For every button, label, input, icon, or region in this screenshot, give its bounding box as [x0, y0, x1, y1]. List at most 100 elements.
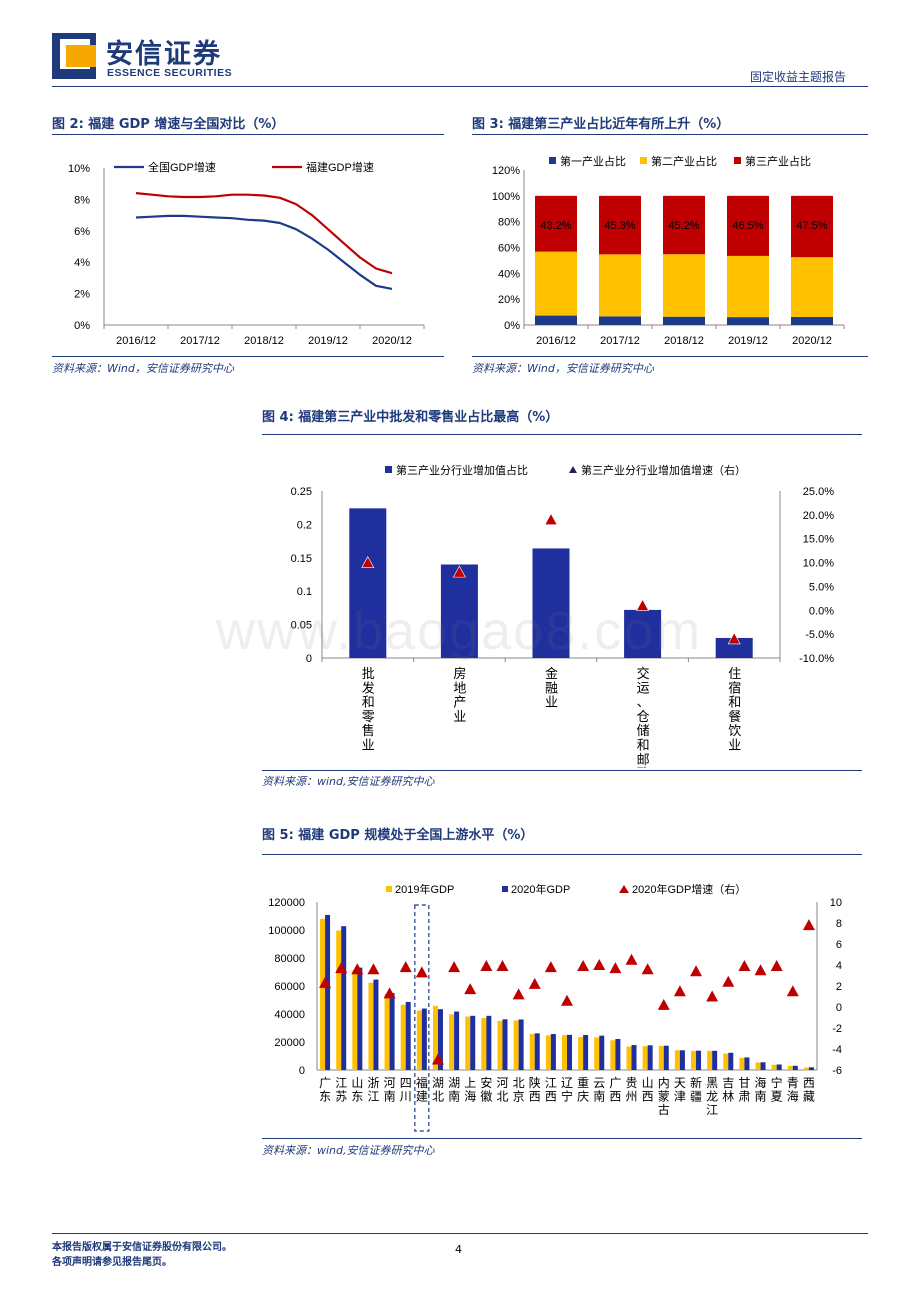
fig5-triangle-marker: [770, 960, 783, 972]
fig5-x-tick-label: 内蒙古: [658, 1076, 670, 1117]
fig2-series-line-2: [135, 192, 393, 275]
fig4-top-rule: [262, 434, 862, 435]
fig2-x-tick-label: 2020/12: [372, 335, 412, 347]
fig5-bar-2020: [437, 1009, 443, 1070]
fig5-triangle-marker: [625, 953, 638, 965]
fig5-y-tick: 100000: [268, 925, 305, 937]
fig5-bar-2019: [336, 930, 342, 1070]
fig5-bar-2020: [454, 1011, 460, 1070]
fig5-x-tick-label: 甘肃: [738, 1076, 750, 1104]
fig4-x-tick-label: 批发和零售业: [362, 666, 375, 753]
fig5-triangle-marker: [754, 964, 767, 976]
fig4-bar: [624, 609, 662, 658]
fig5-x-tick-label: 辽宁: [561, 1076, 573, 1104]
fig5-triangle-marker: [641, 963, 654, 975]
fig5-x-tick-label: 四川: [400, 1076, 412, 1104]
company-name-en: ESSENCE SECURITIES: [107, 67, 233, 79]
fig5-bar-2020: [599, 1035, 605, 1070]
footer-line-1: 本报告版权属于安信证券股份有限公司。: [52, 1242, 232, 1253]
fig2-legend-label: 福建GDP增速: [306, 160, 374, 174]
fig4-legend-label: 第三产业分行业增加值增速（右）: [581, 463, 746, 477]
fig5-bar-2020: [808, 1067, 814, 1070]
fig5-bar-2020: [567, 1034, 572, 1070]
fig5-triangle-marker: [722, 975, 735, 987]
report-type: 固定收益主题报告: [750, 70, 847, 84]
fig4-legend-swatch: [385, 466, 392, 473]
fig4-bar: [440, 564, 478, 658]
fig3-bar-2: [535, 251, 577, 316]
fig5-bar-2020: [696, 1050, 702, 1070]
fig4-bar: [715, 637, 753, 658]
fig5-x-tick-label: 宁夏: [771, 1075, 783, 1104]
fig5-bar-2019: [449, 1014, 455, 1070]
fig2-x-tick-label: 2016/12: [116, 335, 156, 347]
fig5-bar-2020: [470, 1015, 476, 1070]
fig4-bar: [532, 548, 570, 658]
fig3-bar-1: [727, 317, 769, 325]
fig2-legend-label: 全国GDP增速: [148, 160, 216, 174]
fig5-bar-2020: [679, 1050, 685, 1070]
fig5-y2-tick: -6: [832, 1065, 842, 1077]
fig5-bar-2020: [534, 1033, 540, 1070]
fig3-bar-2: [599, 254, 641, 317]
fig5-bar-2020: [341, 926, 347, 1070]
fig5-triangle-marker: [480, 960, 493, 972]
fig5-chart: 0 20000 40000 60000 80000 100000 120000 -6 -4 -2 0…: [268, 882, 842, 1132]
fig2-x-tick-label: 2017/12: [180, 335, 220, 347]
fig5-x-tick-label: 贵州: [626, 1076, 638, 1104]
fig3-bar-1: [663, 316, 705, 325]
fig3-bar-3: [663, 195, 705, 255]
fig5-y2-tick: -2: [832, 1023, 842, 1035]
fig3-y-tick: 40%: [498, 268, 520, 280]
fig5-bar-2020: [405, 1001, 411, 1070]
fig2-y-tick: 2%: [74, 289, 90, 301]
fig3-source: 资料来源：Wind，安信证券研究中心: [472, 362, 654, 375]
fig4-y-tick: 0: [306, 653, 312, 665]
fig5-bar-2020: [647, 1045, 653, 1070]
fig5-highlight-box: [414, 904, 430, 1132]
fig5-bar-2020: [502, 1019, 508, 1070]
fig4-y-tick: 0.2: [297, 519, 312, 531]
fig5-bar-2020: [615, 1038, 621, 1070]
fig3-bar-2: [791, 257, 833, 317]
fig5-triangle-marker: [383, 987, 396, 999]
fig4-chart: 0 0.05 0.1 0.15 0.2 0.25 -10.0% -5.0% 0.0% 5.0% 10…: [291, 463, 835, 768]
fig5-bar-2019: [755, 1062, 761, 1070]
fig5-legend-triangle-icon: [619, 885, 629, 893]
fig5-x-tick-label: 安徽: [480, 1075, 492, 1104]
fig5-bar-2020: [631, 1045, 637, 1070]
fig4-y2-tick: -10.0%: [799, 653, 834, 665]
fig5-bar-2019: [400, 1004, 406, 1070]
fig5-y2-tick: 10: [830, 897, 842, 909]
fig5-source: 资料来源：wind,安信证券研究中心: [262, 1144, 435, 1157]
fig5-bar-2020: [389, 993, 395, 1070]
fig5-x-tick-label: 上海: [464, 1076, 476, 1104]
fig5-bar-2019: [771, 1064, 777, 1070]
fig5-bar-2020: [744, 1057, 750, 1070]
company-name-cn: 安信证券: [106, 39, 222, 70]
fig3-bar-3: [535, 195, 577, 252]
fig5-x-tick-label: 西藏: [803, 1076, 815, 1104]
company-logo-icon: [52, 33, 96, 79]
fig5-triangle-marker: [415, 966, 428, 978]
footer-copyright: 本报告版权属于安信证券股份有限公司。 各项声明请参见报告尾页。: [52, 1240, 232, 1270]
fig5-x-tick-label: 广西: [609, 1076, 621, 1104]
fig5-x-tick-label: 吉林: [722, 1076, 734, 1104]
fig5-y2-tick: 2: [836, 981, 842, 993]
fig5-bar-2019: [481, 1018, 487, 1070]
fig5-bar-2020: [421, 1008, 427, 1070]
fig5-bar-2020: [663, 1045, 669, 1070]
fig4-y-tick: 0.15: [291, 553, 312, 565]
fig5-bar-2019: [352, 970, 358, 1070]
fig5-triangle-marker: [512, 988, 525, 1000]
fig3-bar-3: [727, 195, 769, 256]
fig4-triangle-marker: [727, 632, 741, 645]
fig4-bottom-rule: [262, 770, 862, 771]
fig5-y-tick: 80000: [274, 953, 305, 965]
fig5-x-tick-label: 天津: [674, 1076, 686, 1104]
fig3-legend-label: 第三产业占比: [745, 154, 811, 168]
fig3-x-tick-label: 2016/12: [536, 335, 576, 347]
fig3-bar-1: [535, 315, 577, 325]
fig5-bar-2019: [320, 918, 326, 1070]
fig4-x-tick-label: 交运、仓储和邮政: [637, 666, 650, 768]
